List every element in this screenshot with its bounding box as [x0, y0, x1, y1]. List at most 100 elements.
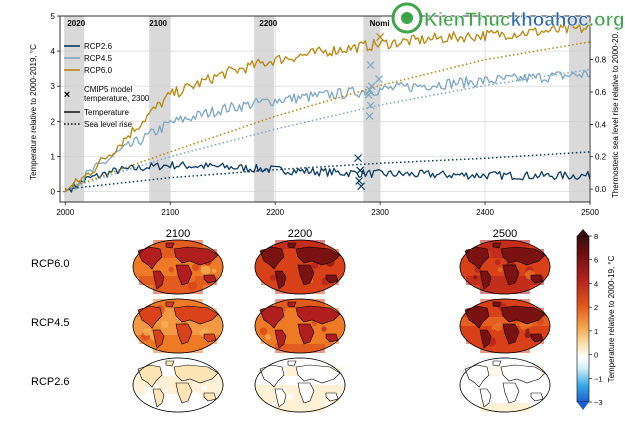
cmip5-marker-1: [356, 166, 365, 175]
y-right-tick-label-2: 0.4: [595, 120, 607, 129]
map-2-1: [254, 357, 346, 413]
map-1-0: [132, 298, 224, 354]
y-right-tick-label-1: 0.2: [595, 153, 607, 162]
colorbar: 8 6 4 2 1 0 −1 −3 Temperature relative to 2000-…: [576, 229, 616, 410]
cmip5-marker-4: [365, 112, 374, 120]
series-line-rcp26: [63, 161, 590, 193]
x-tick-label-2500: 2500: [581, 208, 599, 217]
map-speckle-5: [284, 329, 289, 334]
map-band-2: [255, 258, 345, 267]
map-2-2: [459, 357, 551, 413]
map-speckle-10: [265, 334, 271, 340]
band-label-2020: 2020: [67, 19, 85, 28]
watermark-text: KienThuckhoahoc.org: [424, 10, 625, 31]
legend-label-cmip5: CMIP5 model temperature, 2300: [84, 85, 150, 103]
map-outline: [254, 298, 346, 354]
map-continent-4: [325, 392, 339, 402]
y-left-ticks: 0 1 2 3 4 5: [51, 12, 60, 196]
legend-label-rcp45: RCP4.5: [84, 54, 113, 63]
band-label-2200: 2200: [259, 19, 277, 28]
map-speckle-12: [494, 259, 501, 266]
colorbar-top-arrow: [577, 229, 589, 236]
map-continent-3: [502, 264, 520, 286]
map-band-4: [139, 276, 217, 285]
band-2: [254, 16, 275, 202]
map-continent-2: [500, 246, 546, 266]
map-band-5: [153, 344, 203, 353]
map-outline: [254, 239, 346, 295]
map-speckle-8: [519, 263, 525, 268]
cmip5-marker-11-b: [375, 75, 383, 84]
map-continent-2: [295, 246, 341, 266]
map-outline: [459, 357, 551, 413]
map-0-2: [459, 239, 551, 295]
legend-label-sea-level: Sea level rise: [84, 120, 133, 129]
colorbar-tick-label-5: 0: [594, 351, 598, 360]
map-speckle-2: [319, 338, 325, 344]
map-continent-1: [274, 270, 287, 290]
sea-level-lines: [64, 41, 590, 190]
map-continent-0: [464, 364, 490, 388]
map-continent-0: [259, 246, 285, 270]
watermark-text-main: KienThuc: [424, 10, 511, 31]
y-right-tick-label-3: 0.6: [595, 88, 607, 97]
map-outline: [459, 298, 551, 354]
x-ticks: 2000 2100 2200 2300 2400 2500: [56, 202, 599, 217]
map-band-2: [133, 258, 223, 267]
legend: RCP2.6 RCP4.5 RCP6.0 × CMIP5 model temper…: [64, 42, 150, 129]
map-band-4: [466, 335, 544, 344]
cmip5-marker-0: [355, 177, 364, 185]
y-right-label: Thermosteric sea level rise relative to …: [611, 26, 620, 198]
map-speckle-0: [174, 339, 181, 346]
map-band-0: [480, 240, 530, 249]
watermark: KienThuckhoahoc.org: [391, 2, 625, 34]
sea-level-line-rcp45: [64, 68, 590, 190]
map-continent-3: [297, 323, 315, 345]
map-continent-4: [530, 274, 544, 284]
map-band-0: [153, 299, 203, 308]
colorbar-ticks: 8 6 4 2 1 0 −1 −3: [589, 232, 603, 407]
cmip5-marker-5: [366, 101, 375, 110]
map-grid: [132, 239, 551, 413]
map-continent-5: [287, 242, 297, 249]
maps-panel: 2100 2200 2500 RCP6.0 RCP4.5 RCP2.6 8 6 4 2…: [31, 228, 616, 413]
watermark-text-accent: khoahoc: [511, 10, 590, 31]
colorbar-bottom-arrow: [577, 402, 589, 410]
map-continent-2: [500, 364, 546, 384]
map-continent-3: [502, 323, 520, 345]
map-band-4: [261, 276, 339, 285]
cmip5-markers: [354, 33, 385, 191]
plot-frame: [59, 15, 591, 203]
map-outline: [132, 239, 224, 295]
map-1-1: [254, 298, 346, 354]
map-speckle-12: [162, 389, 168, 394]
map-speckle-11: [143, 328, 151, 336]
map-continent-5: [287, 301, 297, 308]
cmip5-marker-9-b: [366, 61, 375, 70]
map-continent-2: [500, 305, 546, 325]
map-speckle-5: [519, 338, 526, 345]
x-tick-label-2100: 2100: [161, 208, 179, 217]
legend-label-rcp26: RCP2.6: [84, 42, 113, 51]
map-continent-0: [137, 364, 163, 388]
map-continent-0: [259, 305, 285, 329]
map-speckle-8: [168, 266, 175, 273]
map-continent-2: [295, 305, 341, 325]
map-band-5: [480, 403, 530, 412]
map-speckle-12: [191, 263, 200, 272]
map-continent-2: [173, 246, 219, 266]
map-continent-5: [287, 360, 297, 367]
map-speckle-10: [536, 384, 544, 392]
watermark-text-suffix: .org: [589, 10, 625, 31]
map-band-2: [460, 258, 550, 267]
cmip5-marker-9: [366, 61, 375, 70]
map-band-0: [275, 299, 325, 308]
cmip5-marker-8-b: [367, 82, 376, 91]
colorbar-tick-label-4: 1: [594, 327, 598, 336]
map-band-4: [466, 276, 544, 285]
map-continent-0: [464, 305, 490, 329]
map-speckle-11: [525, 384, 533, 393]
map-band-2: [460, 376, 550, 385]
